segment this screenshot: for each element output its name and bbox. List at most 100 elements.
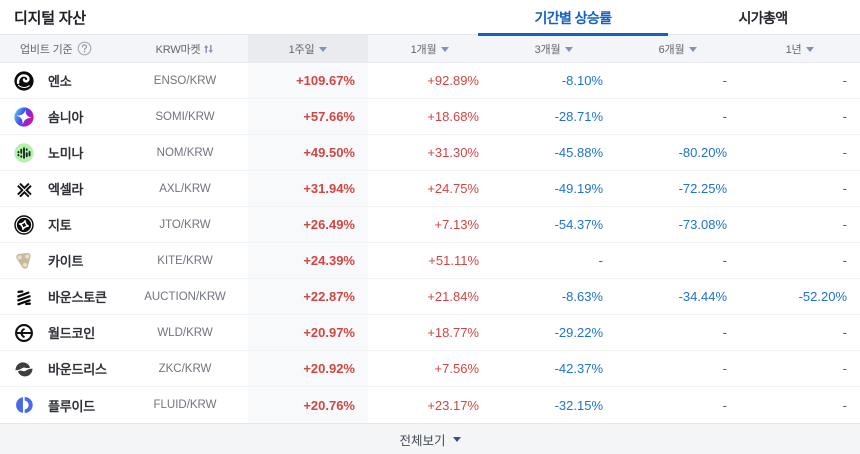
kite-coin-icon bbox=[14, 251, 34, 271]
change-1m: +51.11% bbox=[428, 253, 479, 268]
coin-name: 플루이드 bbox=[48, 398, 96, 414]
change-1m: +92.89% bbox=[427, 73, 479, 88]
coin-name: 엑셀라 bbox=[48, 182, 84, 197]
change-3m: -45.88% bbox=[554, 145, 603, 160]
change-1w: +49.50% bbox=[248, 135, 368, 170]
change-1y: - bbox=[842, 109, 847, 124]
view-all-button[interactable]: 전체보기 bbox=[0, 423, 860, 454]
header-3month[interactable]: 3개월 bbox=[492, 35, 616, 62]
coin-cell: 바운드리스 bbox=[0, 351, 122, 386]
change-1w: +20.92% bbox=[248, 351, 368, 386]
change-6m: -73.08% bbox=[678, 217, 727, 232]
topbar: 디지털 자산 기간별 상승률 시가총액 bbox=[0, 0, 860, 36]
zkc-coin-icon bbox=[14, 359, 34, 379]
coin-cell: 솜니아 bbox=[0, 99, 122, 134]
header-1month[interactable]: 1개월 bbox=[368, 35, 492, 62]
table-row[interactable]: 지토 JTO/KRW +26.49% +7.13% -54.37% -73.08% - bbox=[0, 207, 860, 243]
change-1y: - bbox=[842, 217, 847, 232]
change-1m: +18.68% bbox=[427, 109, 479, 124]
change-3m: -32.15% bbox=[554, 397, 603, 413]
help-icon[interactable] bbox=[77, 41, 92, 56]
period-label: 6개월 bbox=[658, 43, 685, 56]
coin-name: 카이트 bbox=[48, 254, 84, 269]
table-row[interactable]: 엔소 ENSO/KRW +109.67% +92.89% -8.10% - - bbox=[0, 63, 860, 99]
coin-cell: 월드코인 bbox=[0, 315, 122, 350]
tab-market-cap[interactable]: 시가총액 bbox=[738, 9, 788, 26]
change-1w: +20.97% bbox=[248, 315, 368, 350]
coin-pair: SOMI/KRW bbox=[155, 110, 215, 123]
change-6m: - bbox=[722, 397, 727, 413]
coin-cell: 지토 bbox=[0, 207, 122, 242]
change-1y: - bbox=[842, 73, 847, 88]
coin-cell: 플루이드 bbox=[0, 387, 122, 423]
change-1m: +24.75% bbox=[427, 181, 479, 196]
table-row[interactable]: 월드코인 WLD/KRW +20.97% +18.77% -29.22% - - bbox=[0, 315, 860, 351]
change-3m: - bbox=[598, 253, 603, 268]
caret-down-icon bbox=[319, 47, 328, 52]
table-row[interactable]: 노미나 NOM/KRW +49.50% +31.30% -45.88% -80.20% - bbox=[0, 135, 860, 171]
page-title: 디지털 자산 bbox=[14, 9, 86, 27]
change-1w: +20.76% bbox=[248, 387, 368, 423]
coin-name: 노미나 bbox=[48, 146, 84, 161]
table-row[interactable]: 카이트 KITE/KRW +24.39% +51.11% - - - bbox=[0, 243, 860, 279]
coin-name: 솜니아 bbox=[48, 110, 84, 125]
coin-pair: AUCTION/KRW bbox=[144, 290, 226, 303]
change-1y: - bbox=[842, 325, 847, 340]
coin-pair: AXL/KRW bbox=[159, 182, 211, 195]
change-3m: -8.63% bbox=[561, 289, 603, 304]
tab-period-change[interactable]: 기간별 상승률 bbox=[478, 0, 668, 36]
jto-coin-icon bbox=[14, 215, 34, 235]
change-6m: - bbox=[722, 73, 727, 88]
coin-name: 월드코인 bbox=[48, 326, 96, 341]
change-1y: - bbox=[842, 361, 847, 376]
view-all-caret-icon bbox=[452, 437, 461, 442]
change-3m: -29.22% bbox=[554, 325, 603, 340]
change-3m: -28.71% bbox=[554, 109, 603, 124]
coin-pair: JTO/KRW bbox=[159, 218, 211, 231]
change-3m: -8.10% bbox=[561, 73, 603, 88]
coin-pair: NOM/KRW bbox=[156, 146, 214, 159]
table-row[interactable]: 플루이드 FLUID/KRW +20.76% +23.17% -32.15% - - bbox=[0, 387, 860, 423]
change-1m: +7.13% bbox=[434, 217, 479, 232]
coin-pair: KITE/KRW bbox=[157, 254, 213, 267]
table-row[interactable]: 바운스토큰 AUCTION/KRW +22.87% +21.84% -8.63% -34.… bbox=[0, 279, 860, 315]
change-1m: +21.84% bbox=[427, 289, 479, 304]
market-label: KRW마켓 bbox=[155, 43, 201, 56]
change-6m: - bbox=[722, 109, 727, 124]
table-row[interactable]: 엑셀라 AXL/KRW +31.94% +24.75% -49.19% -72.25% - bbox=[0, 171, 860, 207]
table-header: 업비트 기준 KRW마켓 1주일 1개월 3개월 6개월 1 bbox=[0, 35, 860, 63]
header-1week[interactable]: 1주일 bbox=[248, 35, 368, 62]
sort-arrows-icon bbox=[203, 43, 214, 55]
basis-label: 업비트 기준 bbox=[20, 43, 73, 56]
coin-name: 바운드리스 bbox=[48, 362, 107, 377]
header-6month[interactable]: 6개월 bbox=[616, 35, 740, 62]
change-6m: -80.20% bbox=[678, 145, 727, 160]
table-row[interactable]: 솜니아 SOMI/KRW +57.66% +18.68% -28.71% - - bbox=[0, 99, 860, 135]
caret-down-icon bbox=[441, 47, 450, 52]
change-1m: +23.17% bbox=[427, 397, 479, 413]
coin-cell: 엔소 bbox=[0, 63, 122, 98]
somi-coin-icon bbox=[14, 107, 34, 127]
change-1y: - bbox=[842, 253, 847, 268]
auction-coin-icon bbox=[14, 287, 34, 307]
coin-cell: 노미나 bbox=[0, 135, 122, 170]
period-label: 1년 bbox=[785, 43, 802, 56]
change-1w: +26.49% bbox=[248, 207, 368, 242]
change-1w: +22.87% bbox=[248, 279, 368, 314]
period-label: 1주일 bbox=[288, 43, 315, 56]
change-1m: +18.77% bbox=[427, 325, 479, 340]
header-market[interactable]: KRW마켓 bbox=[122, 35, 248, 62]
nom-coin-icon bbox=[14, 143, 34, 163]
header-1year[interactable]: 1년 bbox=[740, 35, 860, 62]
change-3m: -42.37% bbox=[554, 361, 603, 376]
view-all-label: 전체보기 bbox=[399, 433, 446, 448]
change-6m: -72.25% bbox=[678, 181, 727, 196]
period-label: 1개월 bbox=[410, 43, 437, 56]
header-basis: 업비트 기준 bbox=[0, 35, 122, 62]
table-row[interactable]: 바운드리스 ZKC/KRW +20.92% +7.56% -42.37% - - bbox=[0, 351, 860, 387]
caret-down-icon bbox=[806, 47, 815, 52]
change-1y: -52.20% bbox=[798, 289, 847, 304]
coin-cell: 바운스토큰 bbox=[0, 279, 122, 314]
change-1y: - bbox=[842, 181, 847, 196]
change-6m: - bbox=[722, 253, 727, 268]
